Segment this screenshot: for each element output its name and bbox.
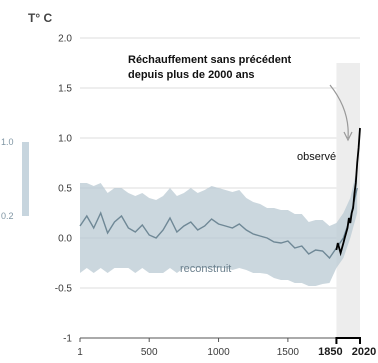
side-scale-bar xyxy=(22,142,29,216)
label-reconstruit: reconstruit xyxy=(180,263,231,275)
y-tick-label: -1 xyxy=(63,334,72,345)
series-reconstruit-uncertainty-band xyxy=(80,168,358,286)
observed-period-bracket xyxy=(335,337,361,344)
x-tick-label-bold: 2020 xyxy=(352,346,376,358)
annotation-line-1: Réchauffement sans précédent xyxy=(128,54,292,66)
gridlines xyxy=(80,37,360,339)
x-tick-label-bold: 1850 xyxy=(318,346,342,358)
x-tick-label: 1000 xyxy=(207,347,230,358)
x-axis: 1 500 1000 1500 1850 2020 xyxy=(77,337,376,358)
x-tick-label: 1500 xyxy=(277,347,300,358)
y-axis-ticks: 2.0 1.5 1.0 0.5 0.0 -0.5 -1 xyxy=(55,34,73,345)
series-reconstruit-line xyxy=(79,187,358,260)
side-scale-bottom: 0.2 xyxy=(1,211,14,221)
annotation-arrow xyxy=(329,84,349,139)
label-observe: observé xyxy=(297,151,336,163)
y-tick-label: 0.0 xyxy=(58,234,72,245)
y-tick-label: 1.0 xyxy=(58,134,72,145)
shaded-period-band xyxy=(336,63,360,338)
y-tick-label: 1.5 xyxy=(58,84,72,95)
annotation-line-2: depuis plus de 2000 ans xyxy=(128,69,255,81)
x-tick-label: 500 xyxy=(141,347,158,358)
series-observe-line xyxy=(335,127,361,257)
y-tick-label: 2.0 xyxy=(58,34,72,45)
x-tick-label: 1 xyxy=(77,347,83,358)
y-axis-label: T° C xyxy=(28,11,52,25)
annotation-arrowhead xyxy=(343,131,353,142)
side-scale-top: 1.0 xyxy=(1,137,14,147)
y-tick-label: -0.5 xyxy=(55,284,73,295)
y-tick-label: 0.5 xyxy=(58,184,72,195)
